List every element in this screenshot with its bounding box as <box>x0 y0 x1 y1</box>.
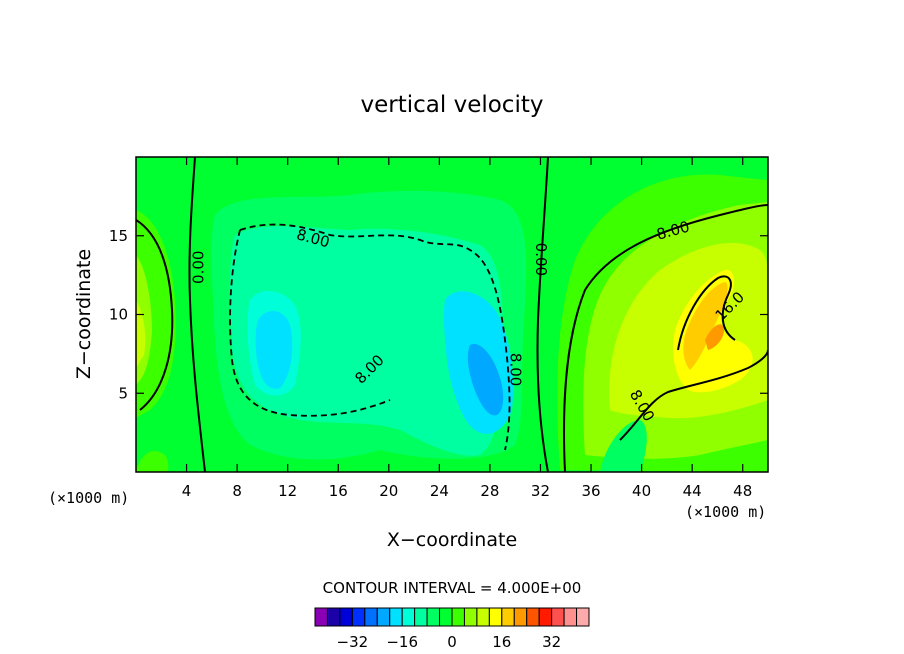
x-tick-label: 28 <box>480 482 499 500</box>
colorbar-swatch <box>426 607 441 627</box>
contour-line-eight-left-dash-b <box>229 229 391 417</box>
x-tick-label: 12 <box>278 482 297 500</box>
contour-line-left-edge <box>136 219 174 411</box>
colorbar-tick-label: 32 <box>542 633 561 651</box>
x-tick-label: 4 <box>182 482 192 500</box>
colorbar-swatch <box>513 607 528 627</box>
y-tick-label: 5 <box>118 384 128 402</box>
y-axis: 5 10 15 <box>109 227 768 402</box>
colorbar-swatch <box>364 607 378 627</box>
colorbar-tick-label: −16 <box>386 633 418 651</box>
colorbar-swatch <box>551 607 565 627</box>
colorbar-swatch <box>576 607 590 627</box>
colorbar-swatch <box>501 607 515 627</box>
chart-title: vertical velocity <box>361 92 544 118</box>
contour-label: 8.00 <box>507 353 525 386</box>
colorbar-swatch <box>488 607 503 627</box>
x-tick-label: 16 <box>329 482 348 500</box>
colorbar-swatch <box>526 607 540 627</box>
colorbar-swatch <box>389 607 403 627</box>
contour-line-eight-right-b <box>619 349 768 441</box>
contour-line-eight-left-dash <box>239 223 511 451</box>
contour-line-eight-right <box>563 204 768 472</box>
contour-region-center-core <box>255 310 293 389</box>
x-tick-label: 20 <box>379 482 398 500</box>
contour-interval-label: CONTOUR INTERVAL = 4.000E+00 <box>323 579 582 597</box>
colorbar-swatch <box>351 607 366 627</box>
colorbar-ticks: −32 −16 0 16 32 <box>337 633 562 651</box>
contour-label: 0.00 <box>190 251 208 284</box>
x-axis-title: X−coordinate <box>387 529 517 551</box>
colorbar-swatch <box>401 607 416 627</box>
colorbar-swatch <box>376 607 391 627</box>
colorbar-swatch <box>451 607 465 627</box>
x-tick-label: 24 <box>430 482 449 500</box>
x-tick-label: 36 <box>581 482 600 500</box>
x-tick-label: 32 <box>531 482 550 500</box>
colorbar-tick-label: 0 <box>447 633 457 651</box>
x-tick-label: 8 <box>232 482 242 500</box>
colorbar-swatch <box>414 607 428 627</box>
colorbar-swatch <box>339 607 353 627</box>
colorbar-swatch <box>326 607 341 627</box>
contour-region-bottom-left <box>136 451 169 472</box>
contour-region-right-core <box>683 282 728 370</box>
y-axis-title: Z−coordinate <box>73 249 95 379</box>
contour-region-center-mid <box>229 226 503 456</box>
y-tick-label: 10 <box>109 306 128 324</box>
colorbar-swatch <box>439 607 453 627</box>
plot-area <box>136 157 768 472</box>
x-tick-label: 48 <box>733 482 752 500</box>
colorbar-tick-label: −32 <box>337 633 369 651</box>
contour-line-zero-right <box>536 157 549 472</box>
x-unit-label-left: (×1000 m) <box>48 489 129 507</box>
contour-line-zero-left <box>188 157 206 472</box>
contour-line-sixteen <box>677 275 736 351</box>
colorbar-tick-label: 16 <box>492 633 511 651</box>
colorbar-swatch <box>563 607 578 627</box>
x-unit-label-right: (×1000 m) <box>685 503 766 521</box>
x-axis: 4 8 12 16 20 24 28 32 36 40 44 48 <box>182 157 752 500</box>
colorbar-swatch <box>314 607 328 627</box>
contour-region-bottom-neg <box>600 420 647 472</box>
x-tick-label: 40 <box>632 482 651 500</box>
x-tick-label: 44 <box>683 482 702 500</box>
contour-region-right-down-core <box>467 344 504 416</box>
colorbar <box>314 607 590 627</box>
y-tick-label: 15 <box>109 227 128 245</box>
colorbar-swatch <box>476 607 490 627</box>
colorbar-swatch <box>463 607 478 627</box>
contour-region-left-core <box>136 300 146 368</box>
contour-label: 0.00 <box>532 243 550 276</box>
contour-region-right-max <box>705 324 725 350</box>
colorbar-swatch <box>538 607 553 627</box>
